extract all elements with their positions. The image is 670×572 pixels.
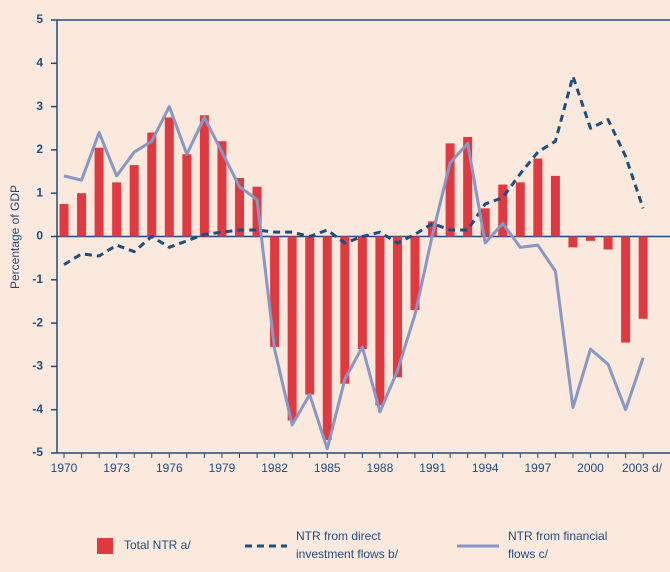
bar bbox=[199, 115, 209, 237]
y-tick-label: 0 bbox=[36, 229, 43, 243]
bar bbox=[586, 236, 595, 241]
bar bbox=[445, 143, 455, 237]
bar bbox=[59, 204, 69, 237]
y-tick-label: 1 bbox=[36, 185, 43, 199]
y-tick-label: 5 bbox=[36, 12, 43, 26]
x-tick-label: 1991 bbox=[419, 461, 446, 475]
bar bbox=[182, 154, 192, 237]
x-tick-label: 1979 bbox=[209, 461, 236, 475]
bar bbox=[305, 236, 315, 395]
bar bbox=[568, 236, 578, 248]
y-axis-label: Percentage of GDP bbox=[8, 185, 22, 289]
bar bbox=[533, 158, 543, 237]
bar bbox=[217, 141, 227, 237]
bar bbox=[498, 184, 508, 237]
y-tick-label: -1 bbox=[32, 272, 43, 286]
legend-label: Total NTR a/ bbox=[124, 538, 191, 552]
bar bbox=[77, 193, 87, 237]
y-tick-label: -2 bbox=[32, 315, 43, 329]
line bbox=[63, 74, 645, 266]
bar bbox=[392, 236, 402, 378]
x-tick-label: 1976 bbox=[156, 461, 183, 475]
line bbox=[63, 105, 645, 451]
legend-label: NTR from financial flows c/ bbox=[508, 529, 607, 561]
y-tick-label: 3 bbox=[36, 99, 43, 113]
bar bbox=[621, 236, 631, 343]
bar bbox=[375, 236, 385, 406]
bar bbox=[515, 182, 525, 237]
bar bbox=[164, 117, 174, 237]
bar bbox=[480, 208, 490, 237]
bar bbox=[603, 236, 613, 250]
y-tick-label: 4 bbox=[36, 55, 43, 69]
y-tick-label: 2 bbox=[36, 142, 43, 156]
y-tick-label: -4 bbox=[32, 402, 43, 416]
x-tick-label: 1985 bbox=[314, 461, 341, 475]
y-tick-label: -3 bbox=[32, 359, 43, 373]
bar bbox=[147, 132, 157, 237]
bar bbox=[550, 175, 560, 237]
bar bbox=[112, 182, 122, 237]
bar bbox=[638, 236, 648, 319]
bar bbox=[270, 236, 280, 347]
x-tick-label: 2003 d/ bbox=[622, 461, 663, 475]
bar bbox=[94, 147, 104, 237]
x-tick-label: 2000 bbox=[577, 461, 604, 475]
legend-swatch bbox=[97, 538, 113, 554]
x-tick-label: 1973 bbox=[103, 461, 130, 475]
x-tick-label: 1970 bbox=[51, 461, 78, 475]
bar bbox=[322, 236, 332, 441]
y-tick-label: -5 bbox=[32, 445, 43, 459]
bar bbox=[340, 236, 350, 384]
legend-label: NTR from direct investment flows b/ bbox=[296, 529, 399, 561]
x-tick-label: 1988 bbox=[367, 461, 394, 475]
bar bbox=[235, 178, 244, 237]
x-tick-label: 1994 bbox=[472, 461, 499, 475]
bar bbox=[410, 236, 420, 311]
bar bbox=[129, 165, 139, 237]
x-tick-label: 1982 bbox=[261, 461, 288, 475]
bar bbox=[287, 236, 297, 421]
bar bbox=[463, 136, 473, 237]
bar bbox=[357, 236, 367, 350]
x-tick-label: 1997 bbox=[524, 461, 551, 475]
